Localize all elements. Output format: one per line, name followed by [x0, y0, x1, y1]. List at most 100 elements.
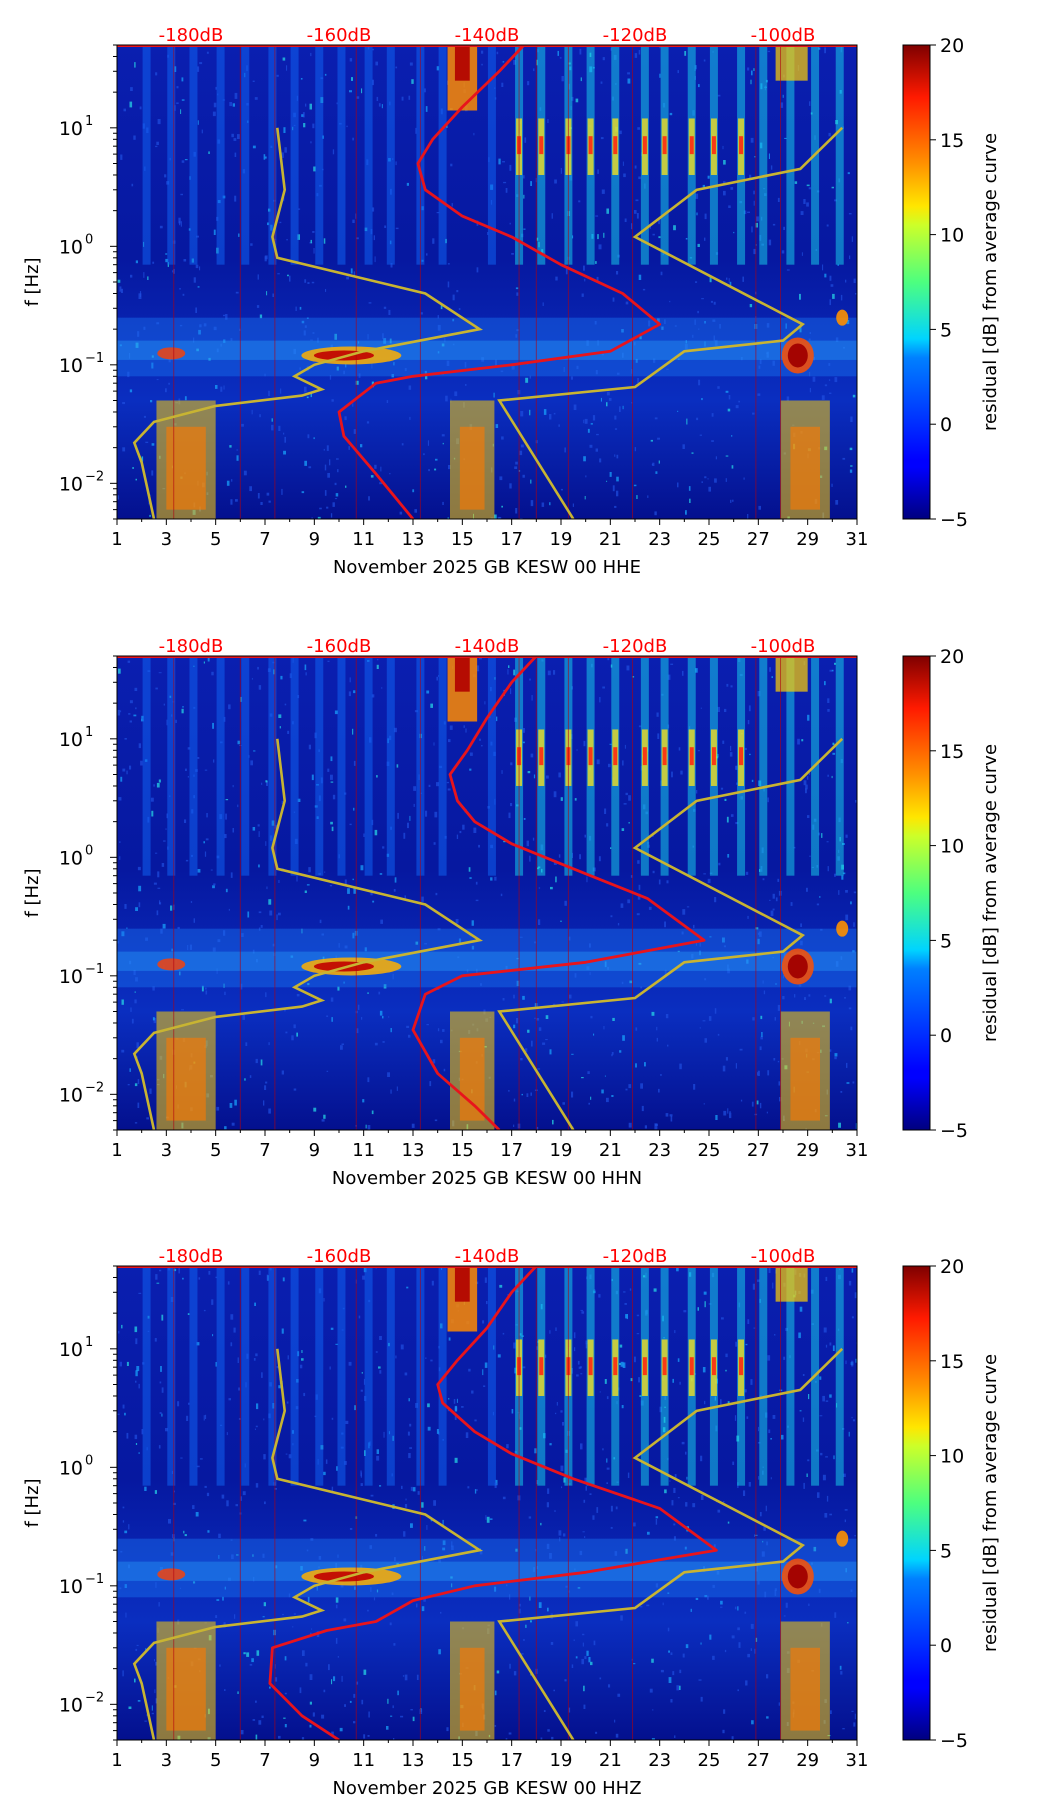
- x-tick-label: 27: [747, 1140, 770, 1161]
- colorbar-label: residual [dB] from average curve: [980, 744, 1001, 1042]
- x-tick-label: 31: [846, 1750, 869, 1771]
- y-tick-exponent: 0: [85, 232, 93, 247]
- x-tick-label: 19: [550, 1750, 573, 1771]
- top-db-label: -100dB: [751, 25, 816, 46]
- x-tick-label: 15: [451, 529, 474, 550]
- colorbar-tick-label: 5: [940, 1540, 952, 1562]
- y-tick-exponent: −2: [85, 469, 104, 484]
- top-db-label: -180dB: [159, 25, 224, 46]
- colorbar-tick-label: 5: [940, 319, 952, 341]
- y-tick-label: 10: [59, 729, 83, 751]
- x-tick-label: 11: [352, 529, 375, 550]
- colorbar-tick-label: −5: [940, 1730, 968, 1752]
- x-tick-label: 21: [599, 1140, 622, 1161]
- y-axis-label: f [Hz]: [22, 1478, 43, 1527]
- x-tick-label: 19: [550, 1140, 573, 1161]
- colorbar-tick-label: −5: [940, 509, 968, 531]
- colorbar-tick-label: 15: [940, 1351, 964, 1373]
- x-tick-label: 1: [111, 529, 122, 550]
- x-tick-label: 15: [451, 1140, 474, 1161]
- top-db-label: -180dB: [159, 636, 224, 657]
- colorbar: [902, 1265, 931, 1741]
- spectrogram-texture: [117, 656, 857, 1130]
- x-tick-label: 17: [500, 1750, 523, 1771]
- y-tick-exponent: −2: [85, 1080, 104, 1095]
- average-psd-curve: [411, 656, 706, 1130]
- x-tick-label: 25: [698, 529, 721, 550]
- y-tick-label: 10: [59, 847, 83, 869]
- y-tick-label: 10: [59, 236, 83, 258]
- x-tick-label: 3: [161, 529, 172, 550]
- model-curve-low: [132, 1348, 483, 1740]
- x-tick-label: 9: [309, 529, 320, 550]
- x-tick-label: 3: [161, 1140, 172, 1161]
- average-psd-curve: [337, 45, 662, 519]
- x-tick-label: 15: [451, 1750, 474, 1771]
- x-tick-label: 25: [698, 1140, 721, 1161]
- y-tick-exponent: 0: [85, 843, 93, 858]
- top-db-label: -120dB: [603, 1246, 668, 1267]
- x-tick-label: 21: [599, 1750, 622, 1771]
- top-db-label: -140dB: [455, 1246, 520, 1267]
- colorbar-tick-label: −5: [940, 1120, 968, 1142]
- colorbar-tick-label: 15: [940, 130, 964, 152]
- x-tick-label: 5: [210, 1750, 221, 1771]
- x-tick-label: 23: [648, 1140, 671, 1161]
- x-tick-label: 31: [846, 1140, 869, 1161]
- x-tick-label: 13: [402, 1750, 425, 1771]
- x-tick-label: 19: [550, 529, 573, 550]
- x-tick-label: 11: [352, 1750, 375, 1771]
- x-tick-label: 31: [846, 529, 869, 550]
- y-tick-exponent: 1: [85, 725, 93, 740]
- top-db-label: -180dB: [159, 1246, 224, 1267]
- x-tick-label: 17: [500, 529, 523, 550]
- x-tick-label: 7: [259, 1140, 270, 1161]
- colorbar-label: residual [dB] from average curve: [980, 1354, 1001, 1652]
- y-tick-exponent: −2: [85, 1690, 104, 1705]
- x-tick-label: 23: [648, 1750, 671, 1771]
- average-psd-curve: [268, 1266, 718, 1740]
- x-tick-label: 23: [648, 529, 671, 550]
- colorbar-tick-label: 10: [940, 225, 964, 247]
- colorbar-tick-label: 15: [940, 741, 964, 763]
- model-curve-low: [132, 738, 483, 1130]
- x-tick-label: 27: [747, 1750, 770, 1771]
- x-tick-label: 25: [698, 1750, 721, 1771]
- top-db-label: -160dB: [307, 636, 372, 657]
- model-curve-high: [497, 126, 844, 519]
- y-tick-exponent: 0: [85, 1453, 93, 1468]
- y-tick-exponent: 1: [85, 114, 93, 129]
- model-curve-high: [497, 737, 844, 1130]
- x-tick-label: 7: [259, 529, 270, 550]
- x-tick-label: 13: [402, 529, 425, 550]
- y-tick-label: 10: [59, 1457, 83, 1479]
- top-db-label: -160dB: [307, 25, 372, 46]
- colorbar-tick-label: 20: [940, 35, 964, 57]
- y-tick-label: 10: [59, 118, 83, 140]
- x-tick-label: 9: [309, 1750, 320, 1771]
- top-db-label: -160dB: [307, 1246, 372, 1267]
- x-tick-label: 1: [111, 1140, 122, 1161]
- model-curve-high: [497, 1347, 844, 1740]
- y-tick-exponent: 1: [85, 1335, 93, 1350]
- y-axis-label: f [Hz]: [22, 868, 43, 917]
- y-tick-label: 10: [59, 1084, 83, 1106]
- y-tick-label: 10: [59, 1576, 83, 1598]
- x-tick-label: 5: [210, 529, 221, 550]
- y-tick-label: 10: [59, 1339, 83, 1361]
- y-tick-label: 10: [59, 473, 83, 495]
- y-tick-label: 10: [59, 966, 83, 988]
- y-tick-label: 10: [59, 355, 83, 377]
- x-tick-label: 3: [161, 1750, 172, 1771]
- top-db-label: -140dB: [455, 25, 520, 46]
- x-tick-label: 9: [309, 1140, 320, 1161]
- x-axis-label: November 2025 GB KESW 00 HHZ: [332, 1778, 641, 1799]
- colorbar-tick-label: 10: [940, 836, 964, 858]
- colorbar-tick-label: 20: [940, 1256, 964, 1278]
- colorbar-tick-label: 0: [940, 1025, 952, 1047]
- model-curve-low: [132, 127, 483, 519]
- top-db-label: -100dB: [751, 1246, 816, 1267]
- colorbar-tick-label: 20: [940, 646, 964, 668]
- spectrogram-texture: [117, 1266, 857, 1740]
